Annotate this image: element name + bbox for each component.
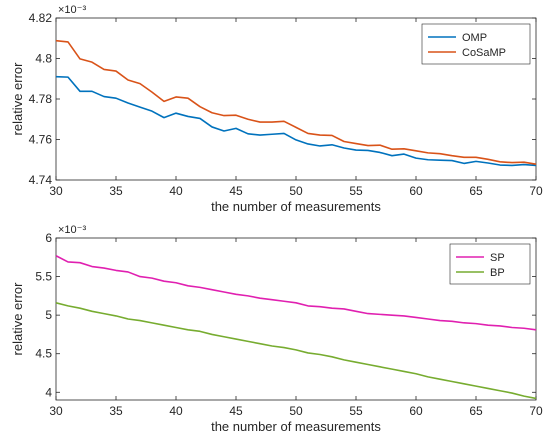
x-tick-label: 55 — [349, 184, 363, 198]
x-tick-label: 35 — [109, 404, 123, 418]
x-tick-label: 60 — [409, 404, 423, 418]
x-tick-label: 50 — [289, 404, 303, 418]
legend-box — [449, 243, 531, 285]
legend: OMP CoSaMP — [421, 23, 531, 65]
series-line-omp — [55, 75, 537, 167]
y-tick-label: 4.78 — [29, 92, 53, 106]
legend-label-bp: BP — [490, 267, 505, 279]
subplot-2: 30 35 40 45 50 55 60 65 70 4 4.5 5 5.5 6 ×10⁻³ the numb… — [10, 224, 543, 434]
series-line-bp — [55, 302, 537, 400]
y-axis-label: relative error — [10, 282, 25, 356]
x-tick-label: 35 — [109, 184, 123, 198]
x-tick-label: 45 — [229, 404, 243, 418]
y-tick-label: 5 — [45, 308, 52, 322]
x-tick-label: 65 — [469, 184, 483, 198]
series-line-cosamp — [55, 39, 537, 165]
series-line-sp — [55, 255, 537, 331]
x-tick-label: 40 — [169, 184, 183, 198]
x-tick-label: 65 — [469, 404, 483, 418]
x-tick-label: 45 — [229, 184, 243, 198]
x-tick-label: 30 — [49, 404, 63, 418]
legend-label-cosamp: CoSaMP — [462, 47, 506, 59]
y-tick-label: 5.5 — [35, 270, 52, 284]
x-tick-label: 55 — [349, 404, 363, 418]
y-multiplier-label: ×10⁻³ — [58, 4, 86, 16]
y-tick-label: 4.76 — [29, 133, 53, 147]
y-tick-label: 4 — [45, 385, 52, 399]
y-tick-label: 4.5 — [35, 347, 52, 361]
legend-label-sp: SP — [490, 252, 505, 264]
legend-label-omp: OMP — [462, 32, 487, 44]
subplot-1: 30 35 40 45 50 55 60 65 70 4.74 4.76 4.78 4.8 4.82 ×10… — [10, 4, 543, 214]
y-multiplier-label: ×10⁻³ — [58, 224, 86, 236]
x-tick-label: 60 — [409, 184, 423, 198]
legend: SP BP — [449, 243, 531, 285]
y-tick-label: 4.74 — [29, 173, 53, 187]
x-tick-label: 70 — [529, 404, 543, 418]
y-axis-label: relative error — [10, 62, 25, 136]
y-tick-label: 4.82 — [29, 11, 53, 25]
legend-box — [421, 23, 531, 65]
x-tick-label: 40 — [169, 404, 183, 418]
x-tick-label: 50 — [289, 184, 303, 198]
y-tick-label: 6 — [45, 231, 52, 245]
x-axis-label: the number of measurements — [211, 199, 381, 214]
y-tick-label: 4.8 — [35, 52, 52, 66]
x-tick-label: 70 — [529, 184, 543, 198]
x-tick-label: 30 — [49, 184, 63, 198]
x-axis-label: the number of measurements — [211, 419, 381, 434]
